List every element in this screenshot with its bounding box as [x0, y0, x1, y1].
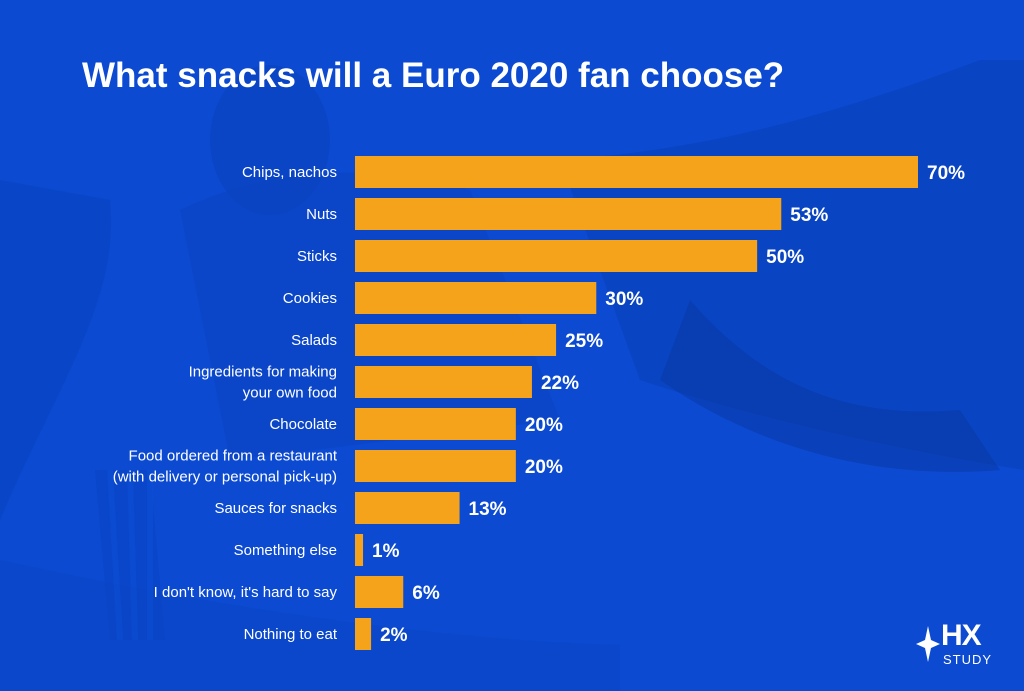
value-label: 6%: [412, 583, 440, 604]
value-label: 70%: [927, 163, 965, 184]
bar: [355, 534, 364, 566]
value-label: 13%: [469, 499, 507, 520]
bar: [355, 576, 404, 608]
logo-subtext: STUDY: [943, 652, 993, 667]
value-label: 25%: [565, 331, 603, 352]
value-label: 53%: [790, 205, 828, 226]
category-label: Cookies: [283, 290, 337, 307]
value-label: 20%: [525, 415, 563, 436]
category-label: Chocolate: [269, 416, 337, 433]
value-label: 50%: [766, 247, 804, 268]
category-label: Sauces for snacks: [214, 500, 337, 517]
value-label: 20%: [525, 457, 563, 478]
category-label: Food ordered from a restaurant (with deli…: [113, 448, 338, 486]
value-label: 30%: [605, 289, 643, 310]
value-label: 1%: [372, 541, 400, 562]
bar: [355, 366, 532, 398]
bar: [355, 156, 918, 188]
category-label: Something else: [234, 542, 337, 559]
bar: [355, 324, 557, 356]
category-label: I don't know, it's hard to say: [154, 584, 338, 601]
bar: [355, 618, 372, 650]
bar: [355, 450, 516, 482]
bar: [355, 240, 758, 272]
bar: [355, 198, 782, 230]
hx-study-logo: HX STUDY: [913, 620, 1003, 678]
star-icon: [916, 626, 940, 662]
category-label: Nothing to eat: [244, 626, 338, 643]
category-label: Nuts: [306, 206, 337, 223]
category-label: Sticks: [297, 248, 337, 265]
category-label: Chips, nachos: [242, 164, 337, 181]
category-label: Ingredients for making your own food: [189, 364, 337, 402]
bar: [355, 282, 597, 314]
bar: [355, 492, 460, 524]
chart-title: What snacks will a Euro 2020 fan choose?: [82, 56, 785, 95]
value-label: 2%: [380, 625, 408, 646]
logo-text: HX: [941, 619, 982, 652]
value-label: 22%: [541, 373, 579, 394]
category-label: Salads: [291, 332, 337, 349]
bar: [355, 408, 516, 440]
